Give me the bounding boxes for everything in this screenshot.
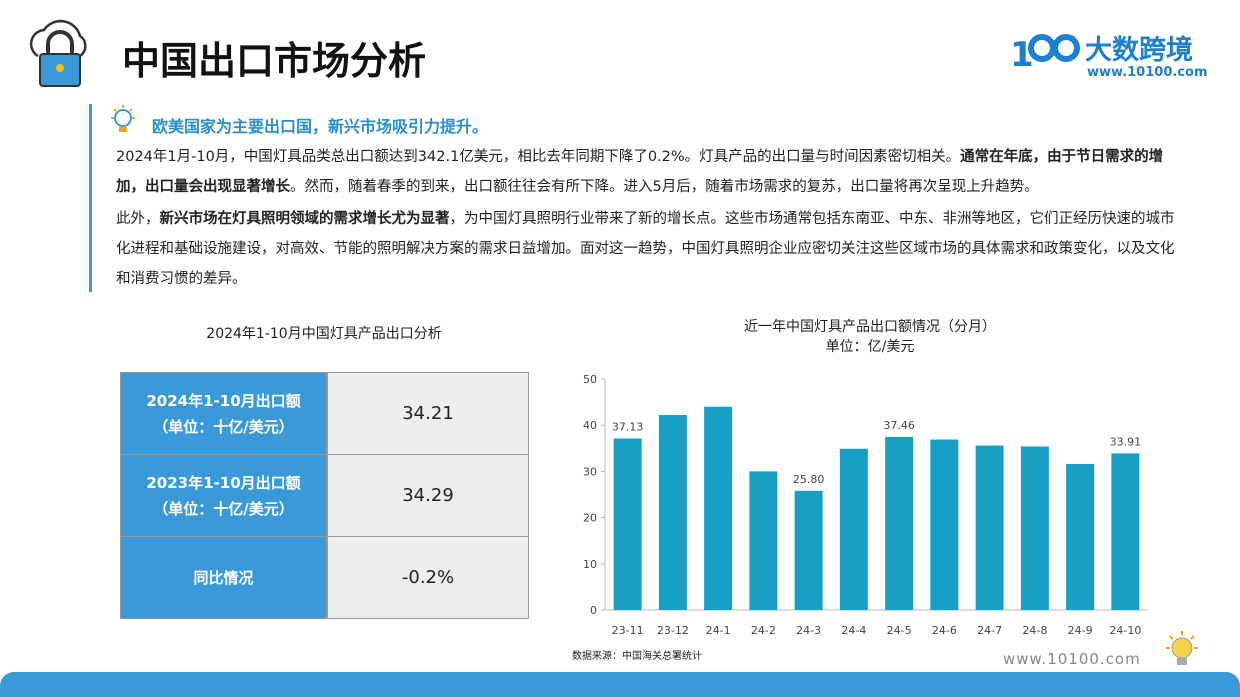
chart-subtitle: 单位：亿/美元 <box>826 339 915 355</box>
bar <box>1066 464 1095 610</box>
value-label: 25.80 <box>793 473 825 486</box>
y-tick-label: 20 <box>583 512 597 525</box>
text-run: ，为中国灯具照明行业带来了新的增长点。这些市场通常包括东南亚、中东、非洲等地区，… <box>116 211 1175 287</box>
value-label: 37.46 <box>883 419 915 432</box>
bar <box>1111 453 1140 610</box>
y-tick-label: 40 <box>583 419 597 432</box>
bar <box>658 415 687 610</box>
bar <box>704 406 733 610</box>
subtitle: 欧美国家为主要出口国，新兴市场吸引力提升。 <box>152 117 489 136</box>
y-tick-label: 10 <box>583 558 597 571</box>
x-tick-label: 23-11 <box>612 624 644 637</box>
paragraph: 2024年1月-10月，中国灯具品类总出口额达到342.1亿美元，相比去年同期下… <box>116 142 1186 202</box>
x-tick-label: 24-10 <box>1109 624 1141 637</box>
bar <box>885 436 914 610</box>
bar <box>975 445 1004 610</box>
footer-bar <box>0 672 1240 697</box>
x-tick-label: 24-6 <box>932 624 957 637</box>
label-line: 2023年1-10月出口额 <box>146 473 301 492</box>
logo-url: www.10100.com <box>1087 65 1208 80</box>
bar <box>930 439 959 610</box>
x-tick-label: 24-4 <box>841 624 866 637</box>
text-run: 通常在年底，由于节日需求的增加，出口量会出现显著增长 <box>116 149 1164 195</box>
row-value: -0.2% <box>327 536 529 619</box>
x-tick-label: 24-9 <box>1068 624 1093 637</box>
bar <box>794 490 823 610</box>
source-note: 数据来源：中国海关总署统计 <box>572 649 702 662</box>
row-value: 34.21 <box>327 372 529 455</box>
paragraph: 此外，新兴市场在灯具照明领域的需求增长尤为显著，为中国灯具照明行业带来了新的增长… <box>116 204 1186 294</box>
accent-bar <box>89 104 92 292</box>
y-tick-label: 50 <box>583 373 597 386</box>
x-tick-label: 24-5 <box>887 624 912 637</box>
y-tick-label: 0 <box>590 604 597 617</box>
x-tick-label: 24-3 <box>796 624 821 637</box>
text-run: 。然而，随着春季的到来，出口额往往会有所下降。进入5月后，随着市场需求的复苏，出… <box>290 179 1039 195</box>
bulb-icon <box>1166 631 1198 665</box>
y-tick-label: 30 <box>583 465 597 478</box>
lock-icon <box>29 19 87 87</box>
bar <box>839 448 868 610</box>
row-label: 2023年1-10月出口额 （单位：十亿/美元） <box>120 454 327 537</box>
x-tick-label: 24-2 <box>751 624 776 637</box>
table-title: 2024年1-10月中国灯具产品出口分析 <box>206 326 442 342</box>
label-line: 2024年1-10月出口额 <box>146 391 301 410</box>
text-run: 此外， <box>116 211 160 227</box>
logo-mark: 1 <box>1010 34 1080 75</box>
footer-url: www.10100.com <box>1003 650 1141 668</box>
chart: 近一年中国灯具产品出口额情况（分月） 单位：亿/美元 0 10 20 30 40 50 23-1… <box>572 319 1148 662</box>
bar <box>749 471 778 610</box>
row-label: 2024年1-10月出口额 （单位：十亿/美元） <box>120 372 327 455</box>
bar <box>1020 446 1049 610</box>
label-line: （单位：十亿/美元） <box>153 417 294 436</box>
x-tick-label: 23-12 <box>657 624 689 637</box>
row-value: 34.29 <box>327 454 529 537</box>
label-line: （单位：十亿/美元） <box>153 499 294 518</box>
value-label: 37.13 <box>612 420 644 433</box>
x-tick-label: 24-1 <box>706 624 731 637</box>
bulb-icon <box>111 105 135 132</box>
svg-text:1: 1 <box>1010 35 1034 75</box>
chart-title: 近一年中国灯具产品出口额情况（分月） <box>744 319 996 335</box>
label-line: 同比情况 <box>193 568 254 587</box>
x-tick-label: 24-7 <box>977 624 1002 637</box>
bar <box>613 438 642 610</box>
text-run: 2024年1月-10月，中国灯具品类总出口额达到342.1亿美元，相比去年同期下… <box>116 149 961 165</box>
value-label: 33.91 <box>1110 435 1142 448</box>
page-title: 中国出口市场分析 <box>122 39 427 83</box>
text-run: 新兴市场在灯具照明领域的需求增长尤为显著 <box>159 211 450 227</box>
x-tick-label: 24-8 <box>1022 624 1047 637</box>
row-label: 同比情况 <box>120 536 327 619</box>
logo-name: 大数跨境 <box>1085 35 1193 66</box>
